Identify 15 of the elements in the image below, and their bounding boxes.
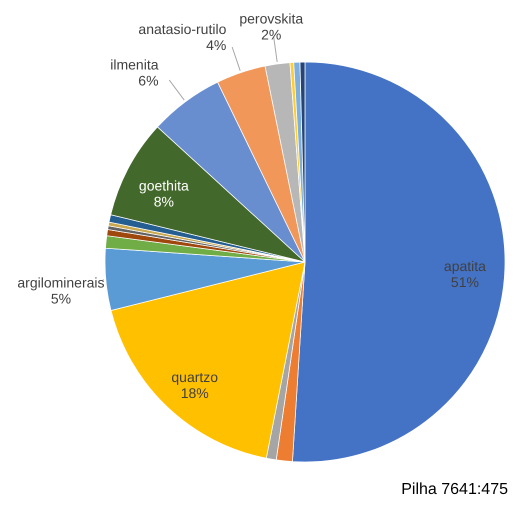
slice-label: goethita xyxy=(138,178,189,194)
data-label: 6% xyxy=(138,72,159,89)
data-label: 8% xyxy=(154,194,174,210)
data-label: 4% xyxy=(206,36,226,53)
data-label: 5% xyxy=(50,290,72,307)
slice-label: apatita xyxy=(444,258,486,274)
slice-label: anatasio-rutilo xyxy=(138,20,227,37)
slice-label: argilominerais xyxy=(17,274,105,291)
text: Pilha 7641:475 xyxy=(401,481,508,498)
slice-label: perovskita xyxy=(239,10,304,26)
data-label: 51% xyxy=(450,274,479,290)
slice-label: ilmenita xyxy=(110,56,159,73)
data-label: 18% xyxy=(180,384,209,401)
data-label: 2% xyxy=(261,26,282,42)
slice-label: quartzo xyxy=(171,368,218,385)
